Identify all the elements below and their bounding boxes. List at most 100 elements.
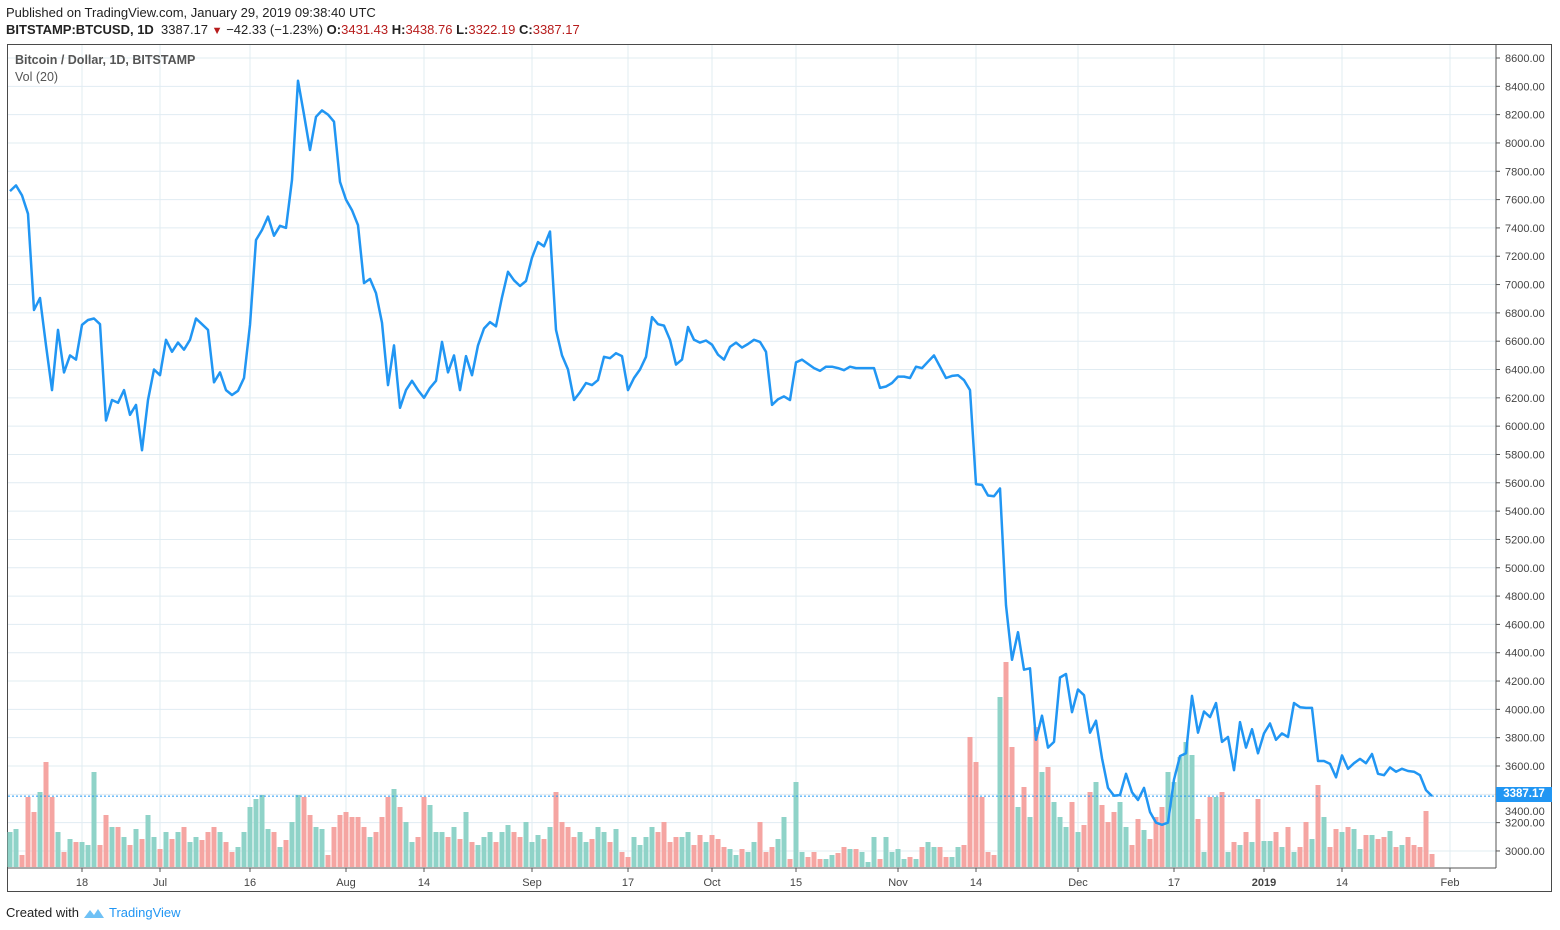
volume-bar (937, 847, 943, 867)
volume-bar (619, 852, 625, 867)
volume-bar (679, 837, 685, 867)
volume-bar (361, 827, 367, 867)
volume-bar (67, 839, 73, 867)
volume-bar (259, 795, 265, 867)
volume-bar (1021, 787, 1027, 867)
volume-bar (1183, 742, 1189, 867)
volume-bar (55, 832, 61, 867)
open-label: O: (326, 22, 342, 37)
volume-bar (415, 837, 421, 867)
volume-bar (325, 855, 331, 867)
volume-bar (601, 832, 607, 867)
volume-bar (1351, 829, 1357, 867)
volume-bar (1039, 772, 1045, 867)
x-tick-label: 18 (76, 877, 88, 889)
volume-bar (127, 845, 133, 867)
volume-bar (865, 862, 871, 867)
volume-bar (91, 772, 97, 867)
chart-frame (7, 44, 1552, 892)
x-tick-label: Oct (703, 877, 720, 889)
open-value: 3431.43 (341, 22, 389, 37)
volume-bar (235, 847, 241, 867)
y-tick-label: 5000.00 (1505, 563, 1545, 575)
volume-bar (805, 857, 811, 867)
volume-bar (973, 762, 979, 867)
volume-bar (613, 829, 619, 867)
price-change: −42.33 (−1.23%) (226, 22, 324, 37)
volume-bar (217, 832, 223, 867)
volume-bar (247, 807, 253, 867)
volume-bar (1177, 757, 1183, 867)
volume-bar (811, 852, 817, 867)
volume-bar (295, 795, 301, 867)
y-tick-label: 3000.00 (1505, 846, 1545, 858)
x-tick-label: Nov (888, 877, 908, 889)
y-tick-label: 4800.00 (1505, 591, 1545, 603)
volume-bar (433, 832, 439, 867)
volume-bar (439, 832, 445, 867)
volume-bar (661, 822, 667, 867)
volume-bar (817, 859, 823, 867)
volume-bar (847, 849, 853, 867)
volume-bar (673, 837, 679, 867)
volume-bar (835, 853, 841, 867)
tradingview-link[interactable]: TradingView (108, 905, 181, 920)
volume-bar (1357, 849, 1363, 867)
volume-bar (229, 852, 235, 867)
y-tick-label: 7400.00 (1505, 223, 1545, 235)
volume-bar (583, 842, 589, 867)
x-tick-label: Sep (522, 877, 542, 889)
volume-bar (1327, 847, 1333, 867)
volume-bar (307, 815, 313, 867)
volume-bar (1393, 847, 1399, 867)
price-line-series (9, 79, 1433, 827)
volume-bar (1267, 841, 1273, 867)
volume-bar (787, 859, 793, 867)
volume-bar (121, 837, 127, 867)
volume-bar (511, 832, 517, 867)
volume-bar (1171, 782, 1177, 867)
volume-bar (1147, 839, 1153, 867)
volume-bar (1417, 847, 1423, 867)
symbol-name: BITSTAMP:BTCUSD, 1D (6, 22, 154, 37)
volume-bar (685, 832, 691, 867)
volume-bar (1285, 827, 1291, 867)
volume-bar (373, 832, 379, 867)
volume-bar (385, 797, 391, 867)
volume-bar (997, 697, 1003, 867)
y-tick-label: 7200.00 (1505, 251, 1545, 263)
volume-bar (763, 852, 769, 867)
volume-bar (649, 827, 655, 867)
volume-bar (1015, 807, 1021, 867)
volume-bar (25, 797, 31, 867)
volume-bar (1069, 802, 1075, 867)
volume-bar (1381, 837, 1387, 867)
volume-bar (337, 815, 343, 867)
volume-bar (457, 839, 463, 867)
volume-bar (919, 847, 925, 867)
volume-bar (1135, 819, 1141, 867)
y-tick-label: 3400.00 (1505, 806, 1545, 818)
volume-bar (967, 737, 973, 867)
volume-bar (283, 840, 289, 867)
volume-bar (151, 837, 157, 867)
volume-bar (367, 837, 373, 867)
volume-bar (1303, 822, 1309, 867)
volume-bar (1309, 839, 1315, 867)
volume-bar (1207, 797, 1213, 867)
volume-bar (721, 847, 727, 867)
volume-bar (1363, 835, 1369, 867)
y-tick-label: 6200.00 (1505, 393, 1545, 405)
volume-bar (319, 829, 325, 867)
volume-bar (355, 817, 361, 867)
volume-bar (859, 852, 865, 867)
volume-bar (1375, 839, 1381, 867)
y-tick-label: 7600.00 (1505, 195, 1545, 207)
x-tick-label: Jul (153, 877, 167, 889)
volume-bar (757, 822, 763, 867)
y-tick-label: 6000.00 (1505, 421, 1545, 433)
volume-bar (769, 847, 775, 867)
y-tick-label: 4000.00 (1505, 704, 1545, 716)
low-value: 3322.19 (468, 22, 516, 37)
